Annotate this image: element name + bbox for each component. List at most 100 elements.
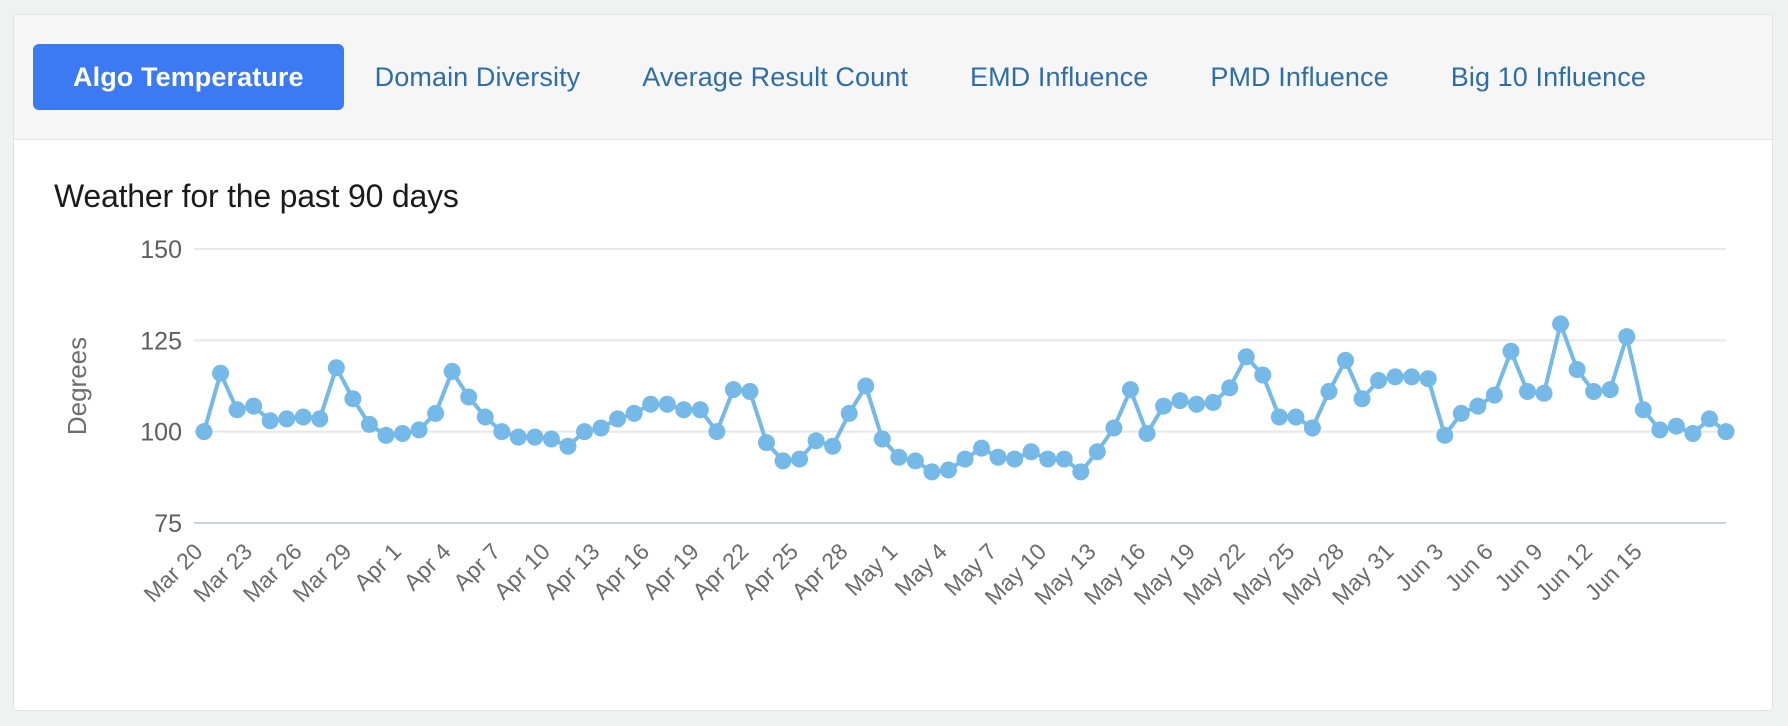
data-point[interactable]	[1006, 450, 1024, 468]
data-point[interactable]	[427, 404, 445, 422]
data-point[interactable]	[1303, 419, 1321, 437]
data-point[interactable]	[1717, 423, 1735, 441]
data-point[interactable]	[1171, 392, 1189, 410]
data-point[interactable]	[526, 428, 544, 446]
data-point[interactable]	[890, 448, 908, 466]
data-point[interactable]	[609, 410, 627, 428]
data-point[interactable]	[1204, 393, 1222, 411]
data-point[interactable]	[1502, 342, 1520, 360]
data-point[interactable]	[245, 397, 263, 415]
data-point[interactable]	[1485, 386, 1503, 404]
data-point[interactable]	[1138, 424, 1156, 442]
data-point[interactable]	[658, 395, 676, 413]
data-point[interactable]	[824, 437, 842, 455]
data-point[interactable]	[1337, 351, 1354, 369]
data-point[interactable]	[1370, 372, 1388, 390]
data-point[interactable]	[791, 450, 809, 468]
data-point[interactable]	[807, 432, 825, 450]
data-point[interactable]	[1601, 381, 1619, 399]
data-point[interactable]	[724, 381, 742, 399]
data-point[interactable]	[1568, 361, 1586, 379]
data-point[interactable]	[1353, 390, 1371, 408]
tab-emd-influence[interactable]: EMD Influence	[969, 62, 1149, 92]
data-point[interactable]	[1105, 419, 1123, 437]
data-point[interactable]	[559, 437, 577, 455]
data-point[interactable]	[542, 430, 560, 448]
data-point[interactable]	[377, 426, 395, 444]
data-point[interactable]	[708, 423, 726, 441]
data-point[interactable]	[1088, 443, 1106, 461]
data-point[interactable]	[1684, 424, 1702, 442]
data-point[interactable]	[344, 390, 362, 408]
data-point[interactable]	[1469, 397, 1487, 415]
data-point[interactable]	[1518, 382, 1536, 400]
data-point[interactable]	[1552, 315, 1570, 333]
data-point[interactable]	[1270, 408, 1288, 426]
data-point[interactable]	[989, 448, 1007, 466]
data-point[interactable]	[873, 430, 891, 448]
data-point[interactable]	[1452, 404, 1470, 422]
data-point[interactable]	[1386, 368, 1404, 386]
data-point[interactable]	[1188, 395, 1206, 413]
data-point[interactable]	[1039, 450, 1057, 468]
data-point[interactable]	[1403, 368, 1421, 386]
data-point[interactable]	[1121, 381, 1139, 399]
data-point[interactable]	[195, 423, 213, 441]
data-point[interactable]	[493, 423, 511, 441]
tab-algo-temperature[interactable]: Algo Temperature	[33, 44, 344, 110]
data-point[interactable]	[1072, 463, 1090, 481]
data-point[interactable]	[228, 401, 246, 419]
x-axis-tick: Jun 3	[1390, 538, 1448, 596]
data-point[interactable]	[1436, 426, 1454, 444]
data-point[interactable]	[1700, 410, 1718, 428]
data-point[interactable]	[741, 382, 759, 400]
data-point[interactable]	[1667, 417, 1685, 435]
data-point[interactable]	[625, 404, 643, 422]
data-point[interactable]	[906, 452, 924, 470]
data-point[interactable]	[956, 450, 974, 468]
data-point[interactable]	[757, 434, 775, 452]
data-point[interactable]	[1022, 443, 1040, 461]
data-point[interactable]	[394, 424, 412, 442]
data-point[interactable]	[261, 412, 279, 430]
data-point[interactable]	[476, 408, 494, 426]
data-point[interactable]	[1155, 397, 1173, 415]
data-point[interactable]	[410, 421, 428, 439]
data-point[interactable]	[360, 415, 378, 433]
data-point[interactable]	[212, 364, 230, 382]
data-point[interactable]	[923, 463, 941, 481]
tab-pmd-influence[interactable]: PMD Influence	[1210, 62, 1389, 92]
data-point[interactable]	[1651, 421, 1669, 439]
data-point[interactable]	[1634, 401, 1652, 419]
data-point[interactable]	[1585, 382, 1603, 400]
data-point[interactable]	[840, 404, 858, 422]
tab-big-10-influence[interactable]: Big 10 Influence	[1450, 62, 1646, 92]
data-point[interactable]	[642, 395, 660, 413]
data-point[interactable]	[1535, 384, 1553, 402]
tab-domain-diversity[interactable]: Domain Diversity	[374, 62, 581, 92]
data-point[interactable]	[939, 461, 957, 479]
data-point[interactable]	[327, 359, 345, 377]
data-point[interactable]	[592, 419, 610, 437]
data-point[interactable]	[1287, 408, 1305, 426]
data-point[interactable]	[1237, 348, 1255, 366]
data-point[interactable]	[691, 401, 709, 419]
data-point[interactable]	[1254, 366, 1272, 384]
data-point[interactable]	[973, 439, 991, 457]
data-point[interactable]	[509, 428, 527, 446]
data-point[interactable]	[278, 410, 296, 428]
tab-average-result-count[interactable]: Average Result Count	[642, 62, 908, 92]
data-point[interactable]	[675, 401, 693, 419]
data-point[interactable]	[1221, 379, 1239, 397]
data-point[interactable]	[1320, 382, 1338, 400]
data-point[interactable]	[1055, 450, 1073, 468]
data-point[interactable]	[311, 410, 329, 428]
data-point[interactable]	[1419, 370, 1437, 388]
data-point[interactable]	[576, 423, 593, 441]
data-point[interactable]	[460, 388, 478, 406]
data-point[interactable]	[774, 452, 792, 470]
data-point[interactable]	[857, 377, 875, 395]
data-point[interactable]	[294, 408, 312, 426]
data-point[interactable]	[443, 362, 461, 380]
data-point[interactable]	[1618, 328, 1636, 346]
